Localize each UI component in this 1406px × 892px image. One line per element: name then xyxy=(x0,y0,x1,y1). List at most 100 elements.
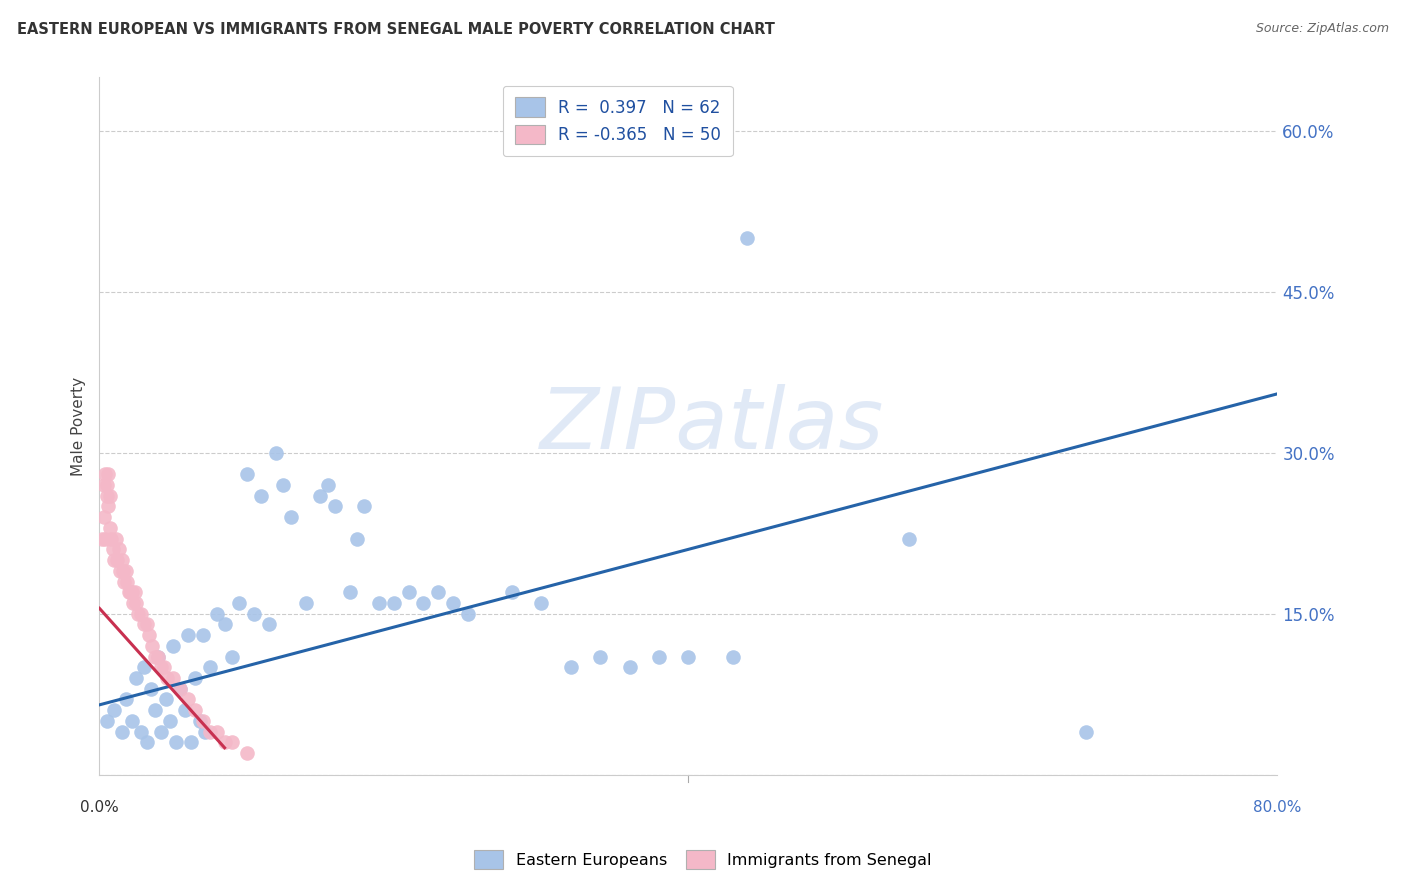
Point xyxy=(191,628,214,642)
Point xyxy=(124,585,146,599)
Point xyxy=(125,596,148,610)
Point xyxy=(96,478,118,492)
Point xyxy=(191,714,214,728)
Point xyxy=(103,553,125,567)
Point xyxy=(135,735,157,749)
Point xyxy=(162,639,184,653)
Point xyxy=(214,617,236,632)
Point xyxy=(114,574,136,589)
Point xyxy=(153,660,176,674)
Point xyxy=(589,649,612,664)
Point xyxy=(228,596,250,610)
Y-axis label: Male Poverty: Male Poverty xyxy=(72,376,86,475)
Point xyxy=(530,596,553,610)
Point xyxy=(96,714,118,728)
Point xyxy=(207,607,229,621)
Point xyxy=(184,703,207,717)
Point xyxy=(104,532,127,546)
Point xyxy=(121,714,143,728)
Point xyxy=(221,735,243,749)
Point xyxy=(501,585,523,599)
Point xyxy=(132,617,155,632)
Point xyxy=(457,607,479,621)
Point xyxy=(127,607,149,621)
Point xyxy=(619,660,641,674)
Point xyxy=(97,500,120,514)
Point xyxy=(221,649,243,664)
Point xyxy=(346,532,368,546)
Point xyxy=(141,639,163,653)
Point xyxy=(177,628,200,642)
Point xyxy=(169,681,191,696)
Point xyxy=(96,489,118,503)
Text: EASTERN EUROPEAN VS IMMIGRANTS FROM SENEGAL MALE POVERTY CORRELATION CHART: EASTERN EUROPEAN VS IMMIGRANTS FROM SENE… xyxy=(17,22,775,37)
Point xyxy=(148,649,170,664)
Point xyxy=(678,649,700,664)
Point xyxy=(382,596,405,610)
Text: 80.0%: 80.0% xyxy=(1253,799,1302,814)
Point xyxy=(198,724,221,739)
Point xyxy=(177,692,200,706)
Point xyxy=(138,628,160,642)
Point xyxy=(398,585,420,599)
Point xyxy=(135,617,157,632)
Point xyxy=(173,703,195,717)
Point xyxy=(94,532,117,546)
Point xyxy=(98,521,121,535)
Point xyxy=(721,649,744,664)
Point xyxy=(94,467,117,482)
Point xyxy=(339,585,361,599)
Point xyxy=(148,649,170,664)
Point xyxy=(353,500,375,514)
Point xyxy=(323,500,346,514)
Point xyxy=(1074,724,1097,739)
Point xyxy=(93,510,115,524)
Point xyxy=(120,585,142,599)
Point xyxy=(441,596,464,610)
Text: Source: ZipAtlas.com: Source: ZipAtlas.com xyxy=(1256,22,1389,36)
Point xyxy=(368,596,391,610)
Point xyxy=(264,446,287,460)
Point xyxy=(427,585,450,599)
Point xyxy=(98,489,121,503)
Point xyxy=(110,724,132,739)
Point xyxy=(139,681,162,696)
Text: ZIPatlas: ZIPatlas xyxy=(540,384,884,467)
Point xyxy=(101,542,124,557)
Point xyxy=(132,660,155,674)
Point xyxy=(198,660,221,674)
Point xyxy=(155,692,177,706)
Point xyxy=(107,542,129,557)
Point xyxy=(737,231,759,245)
Point xyxy=(188,714,211,728)
Point xyxy=(294,596,316,610)
Point xyxy=(125,671,148,685)
Point xyxy=(180,735,202,749)
Point xyxy=(309,489,332,503)
Point xyxy=(250,489,273,503)
Point xyxy=(121,585,143,599)
Point xyxy=(280,510,302,524)
Point xyxy=(145,703,167,717)
Point xyxy=(165,735,187,749)
Point xyxy=(169,681,191,696)
Point xyxy=(111,564,134,578)
Point xyxy=(214,735,236,749)
Point xyxy=(898,532,921,546)
Point xyxy=(207,724,229,739)
Point xyxy=(243,607,266,621)
Point xyxy=(91,532,114,546)
Point xyxy=(316,478,339,492)
Point xyxy=(93,478,115,492)
Point xyxy=(105,553,128,567)
Point xyxy=(150,660,173,674)
Point xyxy=(194,724,217,739)
Point xyxy=(115,564,138,578)
Point xyxy=(118,585,141,599)
Point xyxy=(110,553,132,567)
Point xyxy=(145,649,167,664)
Point xyxy=(115,692,138,706)
Point xyxy=(103,703,125,717)
Point xyxy=(129,724,152,739)
Point xyxy=(100,532,122,546)
